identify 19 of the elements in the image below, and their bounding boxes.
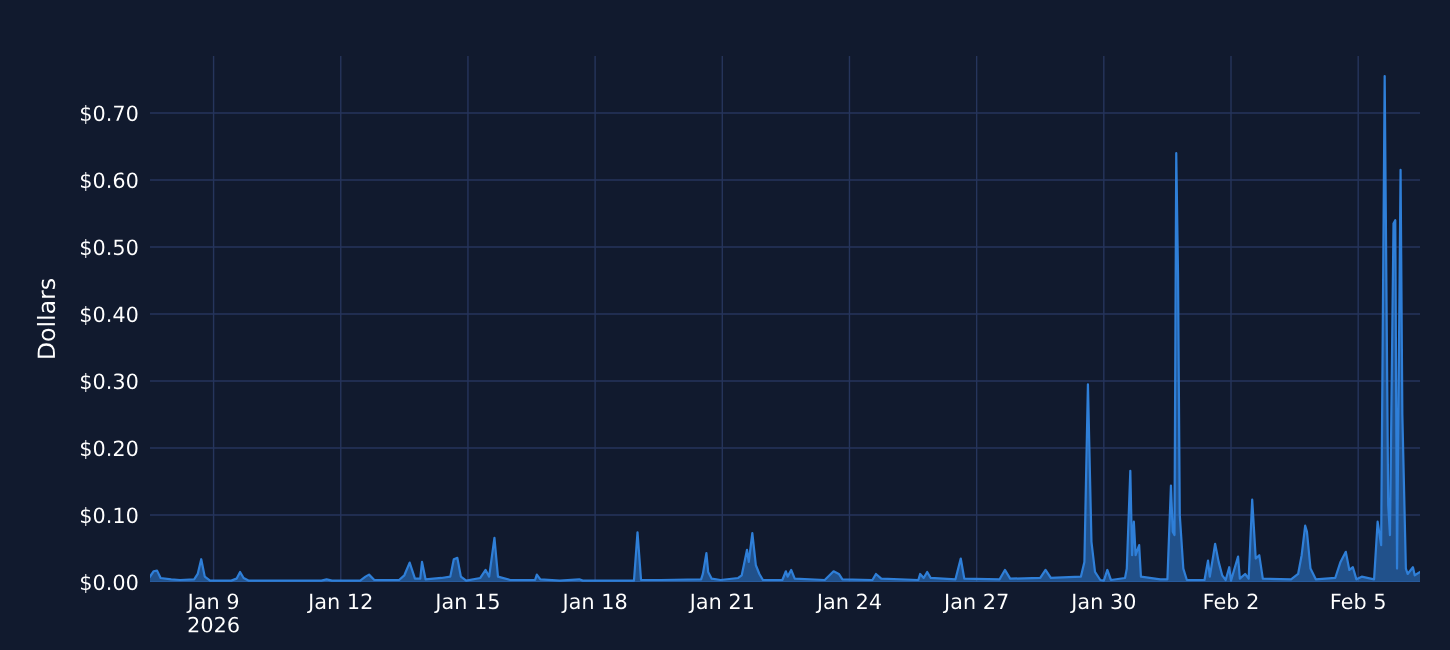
x-tick-label: Jan 18 xyxy=(561,593,627,614)
y-tick-label: $0.30 xyxy=(80,373,138,392)
x-tick-label: Feb 2 xyxy=(1204,593,1258,610)
x-tick-label: Jan 12 xyxy=(307,593,372,614)
x-tick-label: Feb 5 xyxy=(1331,593,1385,610)
x-tick-label: Jan 24 xyxy=(815,593,881,614)
y-tick-label: $0.40 xyxy=(80,306,138,325)
y-tick-label: $0.00 xyxy=(80,574,138,593)
y-tick-label: $0.10 xyxy=(80,507,138,526)
y-tick-label: $0.70 xyxy=(80,105,138,124)
x-tick-label: Jan 30 xyxy=(1070,593,1136,614)
x-tick-label: Jan 9 2026 xyxy=(186,593,239,633)
y-tick-label: $0.50 xyxy=(80,239,138,258)
x-tick-label: Jan 15 xyxy=(434,593,499,614)
x-tick-label: Jan 27 xyxy=(942,593,1008,614)
y-axis-title: Dollars xyxy=(36,279,56,358)
y-tick-label: $0.20 xyxy=(80,440,138,459)
x-tick-label: Jan 21 xyxy=(688,593,753,614)
y-tick-label: $0.60 xyxy=(80,172,138,191)
